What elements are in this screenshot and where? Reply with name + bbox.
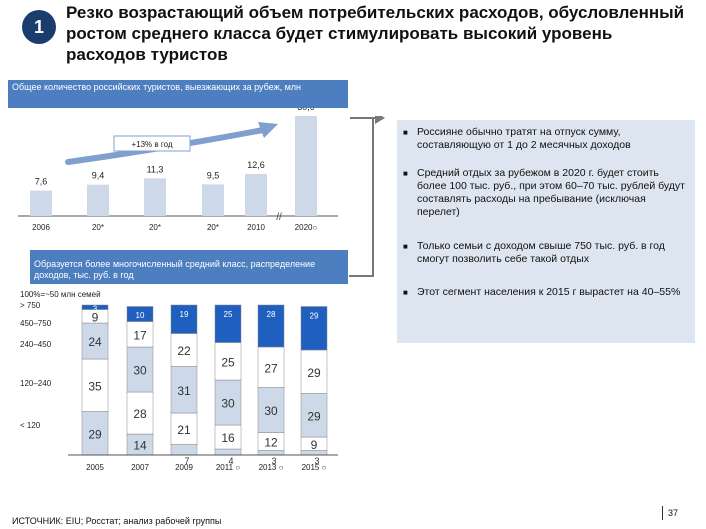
slide-number-badge: 1 — [22, 10, 56, 44]
bar-value-label: 9,5 — [207, 170, 220, 180]
stack-segment — [300, 349, 328, 394]
chart2-subtitle: 100%=~50 млн семей — [20, 290, 101, 299]
findings-panel: ■ Россияне обычно тратят на отпуск сумму,… — [397, 120, 695, 343]
bullet-item: ■ Только семьи с доходом свыше 750 тыс. р… — [403, 240, 665, 265]
stack-segment — [257, 346, 285, 388]
stack-value-label: 25 — [221, 355, 235, 369]
stack-segment — [126, 346, 154, 393]
x-tick-label: 2020○ — [295, 223, 318, 232]
stack-value-label: 22 — [177, 344, 191, 358]
row-label: 120–240 — [20, 379, 52, 388]
x-tick-label: 20* — [92, 223, 104, 232]
row-label: 240–450 — [20, 340, 52, 349]
tourists-bar-chart: 7,6 2006 9,4 20* 11,3 20* 9,5 20* 12,6 2010 30,0 20… — [18, 108, 338, 232]
x-tick-label: 2006 — [32, 223, 50, 232]
bar — [202, 184, 224, 216]
bar-value-label: 30,0 — [297, 108, 315, 112]
bar — [245, 174, 267, 216]
stack-value-label: 30 — [221, 397, 235, 411]
bar-value-label: 12,6 — [247, 160, 265, 170]
stack-segment — [214, 342, 242, 381]
stack-value-label: 29 — [88, 427, 102, 441]
stack-value-label: 30 — [264, 404, 278, 418]
stack-segment — [257, 304, 285, 348]
stack-value-label: 3 — [271, 456, 276, 466]
row-label: > 750 — [20, 301, 41, 310]
stack-value-label: 29 — [310, 312, 319, 321]
growth-annotation: +13% в год — [131, 140, 172, 149]
source-note: ИСТОЧНИК: EIU; Росстат; анализ рабочей г… — [12, 516, 222, 526]
stack-segment — [126, 321, 154, 348]
stack-value-label: 30 — [133, 364, 147, 378]
stack-value-label: 31 — [177, 384, 191, 398]
bar-value-label: 7,6 — [35, 177, 48, 187]
bullet-item: ■ Этот сегмент населения к 2015 г вырасте… — [403, 286, 681, 298]
stack-segment — [214, 304, 242, 343]
slide-title: Резко возрастающий объем потребительских… — [66, 3, 685, 64]
stack-value-label: 28 — [267, 310, 276, 319]
axis-break: // — [276, 212, 282, 223]
stack-value-label: 9 — [92, 310, 99, 324]
x-tick-label: 2013 ○ — [259, 463, 284, 472]
bar — [30, 190, 52, 216]
bullet-item: ■ Россияне обычно тратят на отпуск сумму,… — [403, 126, 631, 151]
bar — [295, 116, 317, 216]
stack-value-label: 9 — [311, 438, 318, 452]
stack-segment — [214, 424, 242, 450]
stack-value-label: 7 — [184, 456, 189, 466]
stack-value-label: 10 — [136, 311, 145, 320]
stack-value-label: 29 — [307, 366, 321, 380]
x-tick-label: 20* — [149, 223, 161, 232]
bar — [144, 178, 166, 216]
bullet-item: ■ Средний отдых за рубежом в 2020 г. буде… — [403, 167, 685, 218]
stack-value-label: 3 — [314, 456, 319, 466]
stack-value-label: 16 — [221, 431, 235, 445]
stack-segment — [81, 358, 109, 412]
x-tick-label: 2005 — [86, 463, 104, 472]
stack-value-label: 4 — [228, 456, 233, 466]
bar-value-label: 9,4 — [92, 171, 105, 181]
stack-value-label: 28 — [133, 407, 147, 421]
stack-segment — [81, 411, 109, 456]
stack-segment — [257, 450, 285, 456]
stack-segment — [214, 448, 242, 456]
x-tick-label: 2011 ○ — [216, 463, 240, 472]
stack-segment — [81, 304, 109, 310]
growth-arrow — [65, 122, 278, 165]
connector-arrow — [349, 116, 385, 277]
stack-segment — [170, 366, 198, 414]
stack-value-label: 25 — [224, 310, 233, 319]
bar — [87, 184, 109, 216]
x-tick-label: 2010 — [247, 223, 265, 232]
stack-segment — [300, 393, 328, 438]
x-tick-label: 20* — [207, 223, 219, 232]
stack-value-label: 35 — [88, 379, 102, 393]
stack-value-label: 14 — [133, 439, 147, 453]
page-divider — [662, 506, 663, 520]
stack-segment — [300, 306, 328, 351]
stack-segment — [126, 306, 154, 322]
stack-segment — [170, 333, 198, 367]
bar-value-label: 11,3 — [147, 164, 164, 174]
x-tick-label: 2009 — [175, 463, 193, 472]
stack-value-label: 29 — [307, 409, 321, 423]
row-label: 450–750 — [20, 319, 52, 328]
page-number: 37 — [668, 508, 679, 518]
stack-value-label: 27 — [264, 361, 278, 375]
stack-segment — [214, 379, 242, 426]
stack-value-label: 19 — [180, 310, 189, 319]
chart1-header: Общее количество российских туристов, вы… — [8, 80, 348, 108]
stack-value-label: 17 — [133, 328, 147, 342]
x-tick-label: 2007 — [131, 463, 149, 472]
stack-value-label: 3 — [93, 304, 98, 313]
chart2-header: Образуется более многочисленный средний … — [30, 250, 348, 284]
stack-value-label: 21 — [177, 423, 191, 437]
stack-segment — [170, 304, 198, 334]
row-label: < 120 — [20, 421, 41, 430]
x-tick-label: 2015 ○ — [302, 463, 327, 472]
stack-segment — [170, 444, 198, 456]
stack-value-label: 24 — [88, 335, 102, 349]
stack-value-label: 12 — [264, 436, 278, 450]
